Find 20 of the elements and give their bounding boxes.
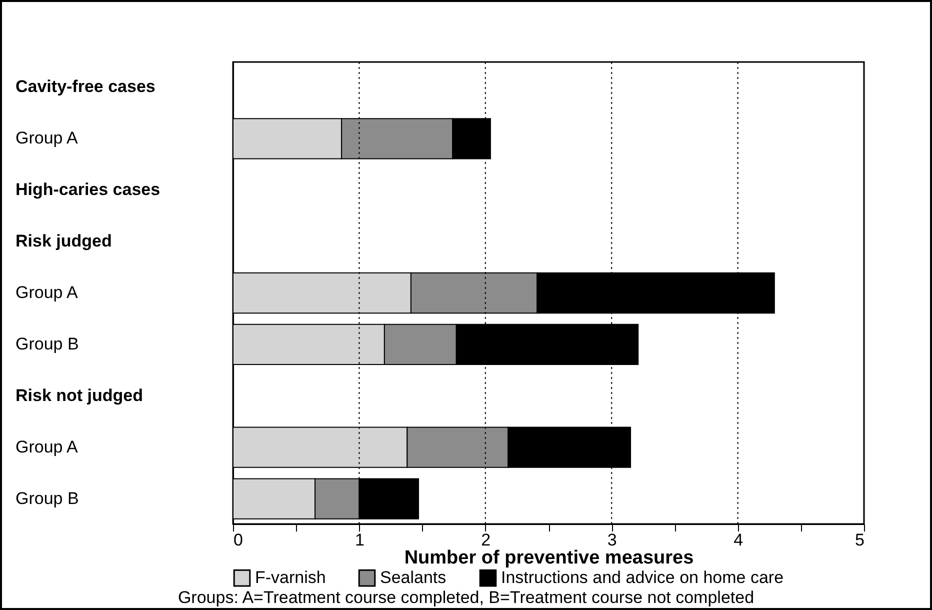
y-tick-label: Cavity-free cases [16,77,156,96]
x-axis-title: Number of preventive measures [404,548,694,568]
x-tick-label: 1 [354,530,364,550]
y-tick-label: High-caries cases [16,180,160,200]
x-tick-label: 4 [734,530,744,550]
text: Groups: A=Treatment course completed, B=Treatment course not completed [176,588,756,608]
legend-label: Instructions and advice on home care [501,568,784,588]
y-tick-label: Risk judged [16,232,112,251]
y-tick-label: Group A [16,437,79,456]
y-tick-label: Group A [16,283,79,302]
legend-label: F-varnish [255,568,326,588]
x-tick-label: 0 [234,530,243,550]
x-tick-label: 3 [607,530,617,550]
x-tick-label: 2 [481,530,491,550]
y-tick-label: Group B [16,334,79,354]
y-tick-label: Risk not judged [16,386,143,405]
legend-label: Sealants [380,568,446,588]
x-tick-label: 5 [855,530,864,550]
y-tick-label: Group A [16,128,79,148]
y-tick-label: Group B [16,488,79,508]
